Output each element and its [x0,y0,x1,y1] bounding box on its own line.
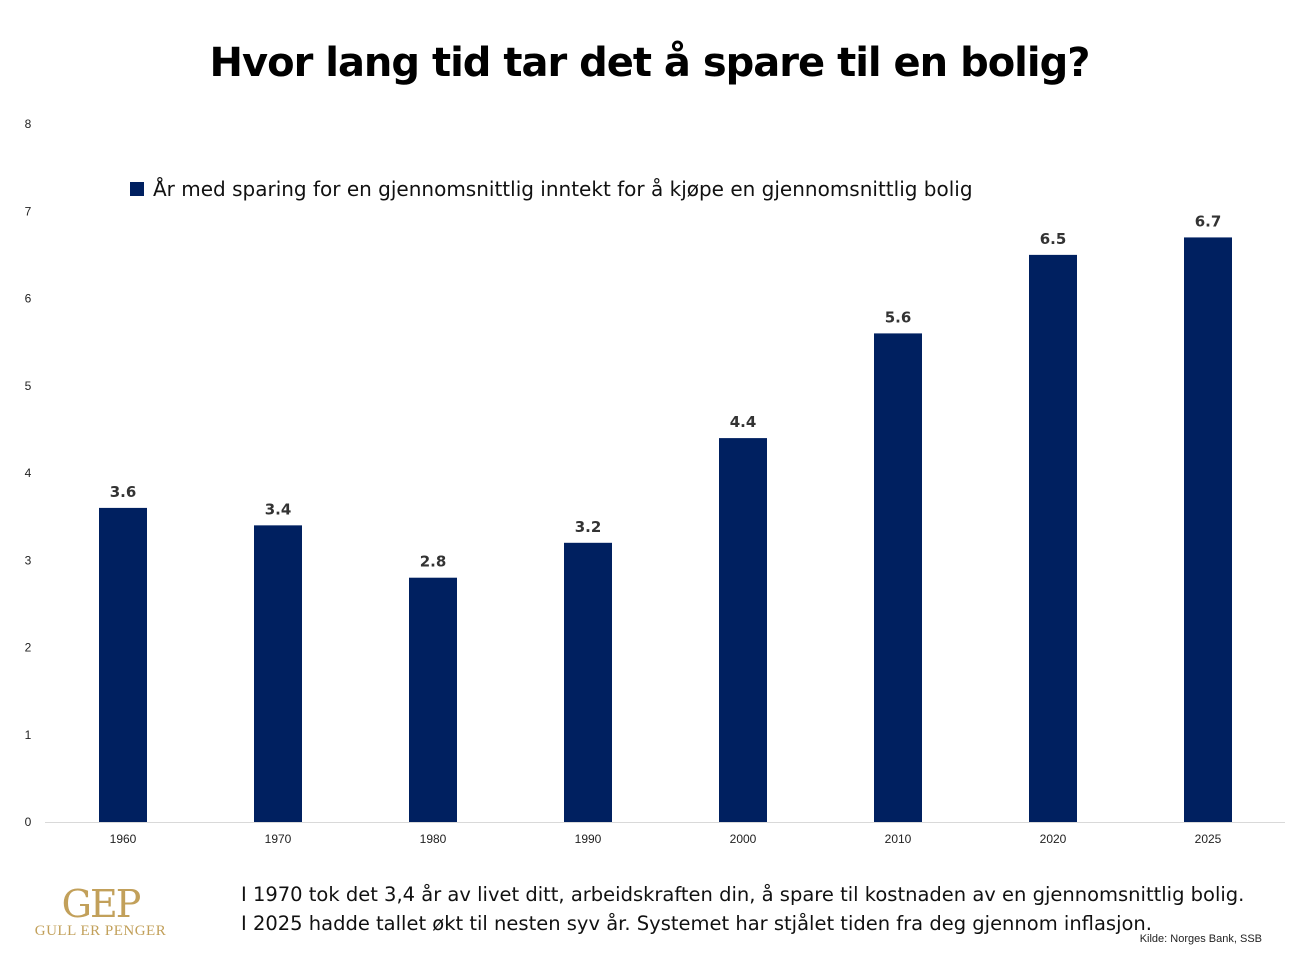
bar-2020 [1029,254,1077,822]
data-label: 3.2 [575,518,602,536]
bar-1990 [564,542,612,822]
caption-line-1: I 1970 tok det 3,4 år av livet ditt, arb… [241,883,1245,906]
logo-text: GULL ER PENGER [34,923,167,939]
caption-line-2: I 2025 hadde tallet økt til nesten syv å… [241,912,1152,935]
y-tick-label: 8 [25,117,32,131]
logo-mark: GEP [61,882,142,926]
x-tick-label: 1990 [575,832,602,846]
bar-1960 [99,507,147,822]
legend-label: År med sparing for en gjennomsnittlig in… [153,177,973,201]
y-tick-label: 6 [25,292,32,306]
data-label: 6.7 [1195,212,1222,230]
x-tick-label: 2000 [730,832,757,846]
legend: År med sparing for en gjennomsnittlig in… [130,177,973,201]
legend-swatch [130,182,144,196]
y-tick-label: 7 [25,204,32,218]
data-label: 6.5 [1040,230,1067,248]
data-label: 5.6 [885,308,912,326]
x-tick-label: 2020 [1040,832,1067,846]
bar-1970 [254,525,302,822]
bar-2010 [874,333,922,822]
logo: GEP GULL ER PENGER [28,885,173,940]
x-tick-label: 1970 [265,832,292,846]
y-tick-label: 1 [25,728,32,742]
x-tick-label: 2025 [1195,832,1222,846]
caption: I 1970 tok det 3,4 år av livet ditt, arb… [241,880,1244,938]
data-label: 3.6 [110,483,137,501]
y-tick-label: 3 [25,553,32,567]
y-tick-label: 4 [25,466,32,480]
y-tick-label: 2 [25,641,32,655]
bar-2000 [719,438,767,822]
chart-title: Hvor lang tid tar det å spare til en bol… [209,40,1091,86]
data-label: 3.4 [265,500,292,518]
y-tick-label: 0 [25,815,32,829]
bar-1980 [409,577,457,822]
data-label: 4.4 [730,413,757,431]
bar-2025 [1184,237,1232,823]
data-label: 2.8 [420,553,447,571]
x-tick-label: 2010 [885,832,912,846]
source-note: Kilde: Norges Bank, SSB [1139,933,1262,945]
x-tick-label: 1960 [110,832,137,846]
y-tick-label: 5 [25,379,32,393]
x-tick-label: 1980 [420,832,447,846]
